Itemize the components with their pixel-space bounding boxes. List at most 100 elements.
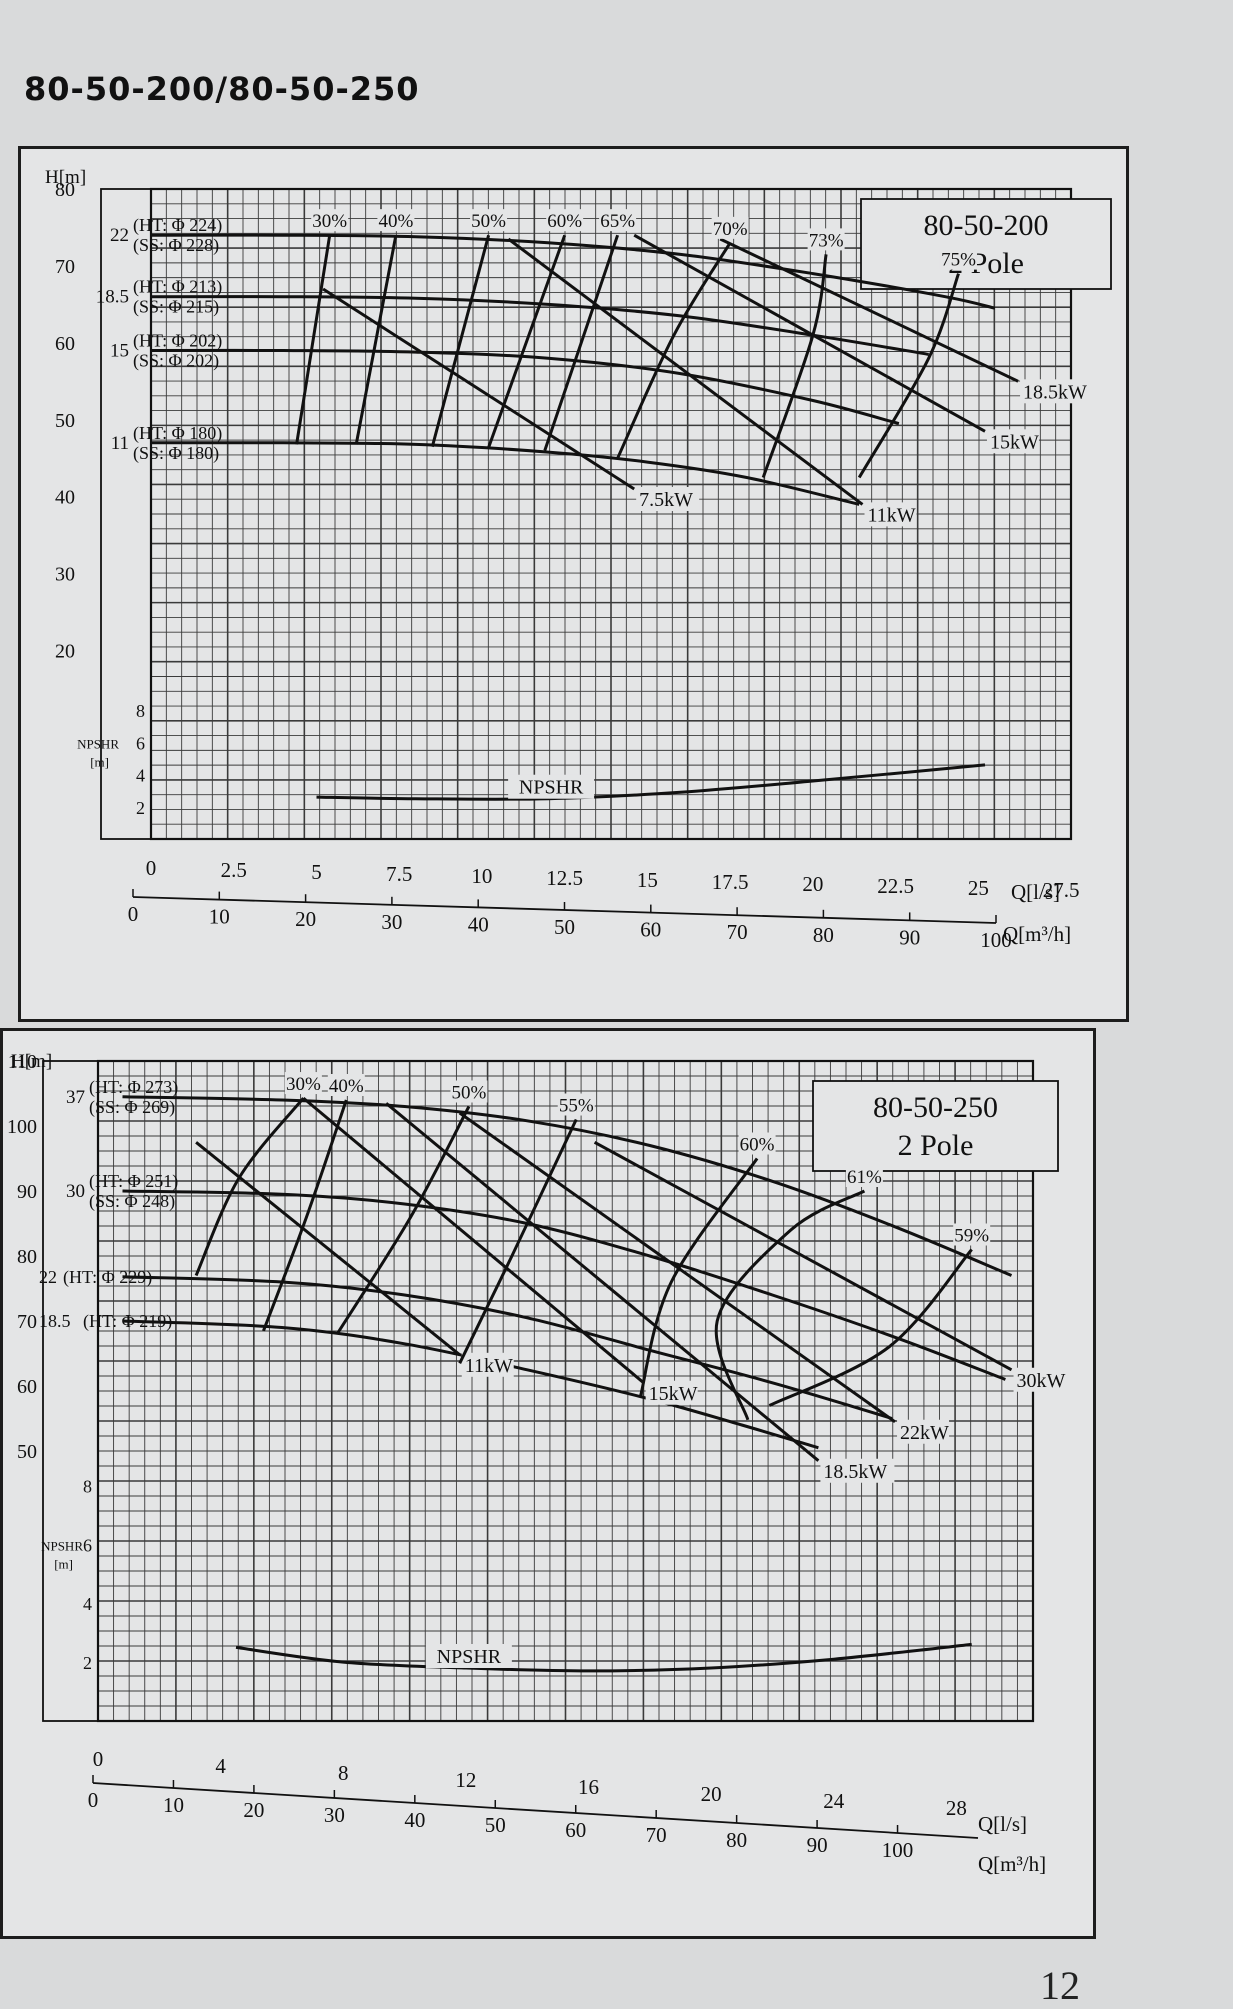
chart1-efficiency-label-bg	[546, 209, 584, 232]
chart1-y-tick-label: 20	[55, 641, 75, 663]
chart1-efficiency-curve	[487, 234, 567, 449]
chart1-npshr-tick-label: 4	[136, 766, 145, 786]
chart2-npshr-axis-unit: [m]	[54, 1556, 73, 1571]
chart1-x-tick-m3h: 30	[381, 910, 402, 934]
chart1-power-line	[322, 287, 636, 491]
chart1-x-tick-ls: 17.5	[712, 870, 749, 894]
chart1-impeller-ht: (HT: Φ 202)	[133, 331, 222, 352]
chart1-x-tick-ls: 25	[968, 876, 989, 900]
chart2-npshr-curve	[235, 1642, 972, 1673]
chart2-efficiency-curve	[639, 1157, 759, 1397]
chart2-efficiency-curve	[768, 1248, 973, 1407]
chart2-chart-subtitle: 2 Pole	[898, 1129, 974, 1162]
chart1-power-label: 15kW	[990, 431, 1039, 453]
chart1-y-tick-label: 70	[55, 256, 75, 278]
chart1-efficiency-label-bg	[711, 216, 749, 239]
chart2-power-line	[195, 1141, 461, 1356]
chart1-efficiency-curve	[354, 234, 398, 445]
chart1-impeller-power: 22	[110, 225, 129, 246]
chart2-npshr-tick-label: 2	[83, 1653, 92, 1673]
chart2-xlabel-m3h: Q[m³/h]	[978, 1852, 1046, 1876]
chart1-x-tick-m3h: 40	[468, 912, 489, 936]
chart1-efficiency-label: 65%	[600, 211, 635, 232]
chart2-efficiency-label-bg	[284, 1072, 322, 1095]
page-number: 12	[1040, 1963, 1080, 2008]
chart1-efficiency-label-bg	[470, 209, 508, 232]
chart1-efficiency-label: 30%	[312, 211, 347, 232]
chart2-power-label-bg	[461, 1352, 514, 1377]
chart2-npshr-curve-label: NPSHR	[437, 1646, 502, 1668]
chart2-y-tick-label: 80	[17, 1246, 37, 1268]
chart2-efficiency-label-bg	[953, 1223, 991, 1246]
chart1-efficiency-label-bg	[311, 209, 349, 232]
chart1-power-line	[507, 237, 864, 506]
chart2-impeller-ht: (HT: Φ 251)	[89, 1171, 178, 1192]
chart1-x-tick-m3h: 10	[209, 905, 230, 929]
chart2-npshr-label-bg	[425, 1644, 512, 1668]
chart1-efficiency-label: 60%	[547, 211, 582, 232]
chart1-impeller-ss: (SS: Φ 215)	[133, 297, 219, 318]
chart2-power-line	[593, 1140, 1013, 1372]
chart2-head-curve-30	[122, 1189, 1006, 1381]
chart1-impeller-ht: (HT: Φ 180)	[133, 423, 222, 444]
chart2-power-label: 22kW	[900, 1422, 949, 1444]
chart1-npshr-tick-label: 6	[136, 733, 145, 753]
chart2-x-tick-m3h: 40	[404, 1808, 425, 1832]
chart1-x-tick-ls: 0	[146, 856, 157, 880]
chart2-x-tick-m3h: 10	[163, 1793, 184, 1817]
chart1-x-tick-ls: 5	[311, 860, 322, 884]
chart2-power-label: 11kW	[465, 1355, 513, 1377]
chart2-x-tick-ls: 28	[946, 1796, 967, 1820]
chart2-power-line	[385, 1102, 820, 1462]
chart1-head-curve-15	[150, 348, 900, 426]
chart2-efficiency-label: 50%	[452, 1083, 487, 1104]
chart2-efficiency-curve	[335, 1105, 471, 1335]
chart1-x-tick-ls: 12.5	[546, 866, 583, 890]
chart2-x-tick-m3h: 30	[324, 1803, 345, 1827]
chart1-efficiency-label-bg	[377, 209, 415, 232]
chart2-efficiency-curve	[262, 1099, 348, 1332]
chart1-y-tick-label: 60	[55, 333, 75, 355]
chart2-power-label: 30kW	[1017, 1370, 1066, 1392]
chart2-power-label: 18.5kW	[823, 1461, 887, 1483]
chart2-y-tick-label: 60	[17, 1376, 37, 1398]
chart1-x-tick-ls: 27.5	[1043, 878, 1080, 902]
chart1-title-box	[860, 198, 1112, 290]
chart2-impeller-ss: (SS: Φ 269)	[89, 1097, 175, 1118]
chart1-efficiency-curve	[295, 234, 332, 445]
chart1-x-tick-m3h: 0	[128, 902, 139, 926]
chart1-power-label: 18.5kW	[1023, 381, 1087, 403]
chart1-y-tick-label: 40	[55, 487, 75, 509]
chart2-head-curve-37	[122, 1095, 1013, 1277]
chart1-power-label-bg	[636, 487, 700, 511]
chart1-x-tick-m3h: 50	[554, 915, 575, 939]
chart1-chart-title: 80-50-200	[924, 209, 1049, 242]
chart1-power-line	[719, 237, 1019, 383]
chart1-y-tick-label: 30	[55, 564, 75, 586]
chart2-npshr-tick-label: 8	[83, 1476, 92, 1496]
chart2-m3h-axis-line	[92, 1782, 979, 1839]
chart2-power-label-bg	[645, 1380, 698, 1405]
chart2-impeller-power: 22	[39, 1267, 57, 1287]
chart2-power-label-bg	[1013, 1367, 1066, 1392]
chart1-impeller-power: 15	[110, 341, 129, 362]
chart2-xlabel-ls: Q[l/s]	[978, 1812, 1027, 1836]
chart2-impeller-power: 30	[66, 1181, 85, 1202]
chart2-x-tick-m3h: 90	[807, 1833, 828, 1857]
chart2-npshr-tick-label: 6	[83, 1535, 92, 1555]
chart2-x-tick-m3h: 100	[882, 1838, 914, 1862]
chart2-efficiency-curve	[714, 1189, 866, 1421]
chart2-x-tick-ls: 0	[93, 1747, 104, 1771]
chart1-y-tick-label: 80	[55, 179, 75, 201]
chart1-x-tick-ls: 22.5	[877, 874, 914, 898]
chart1-power-label: 7.5kW	[639, 489, 693, 511]
chart1-impeller-power: 18.5	[96, 287, 129, 308]
chart2-impeller-power: 37	[66, 1087, 85, 1108]
chart2-x-tick-m3h: 60	[565, 1818, 586, 1842]
chart1-head-curve-11	[150, 441, 860, 506]
chart2-x-tick-ls: 24	[823, 1789, 845, 1813]
chart1-power-label-bg	[864, 502, 917, 527]
chart2-x-tick-ls: 20	[701, 1782, 722, 1806]
